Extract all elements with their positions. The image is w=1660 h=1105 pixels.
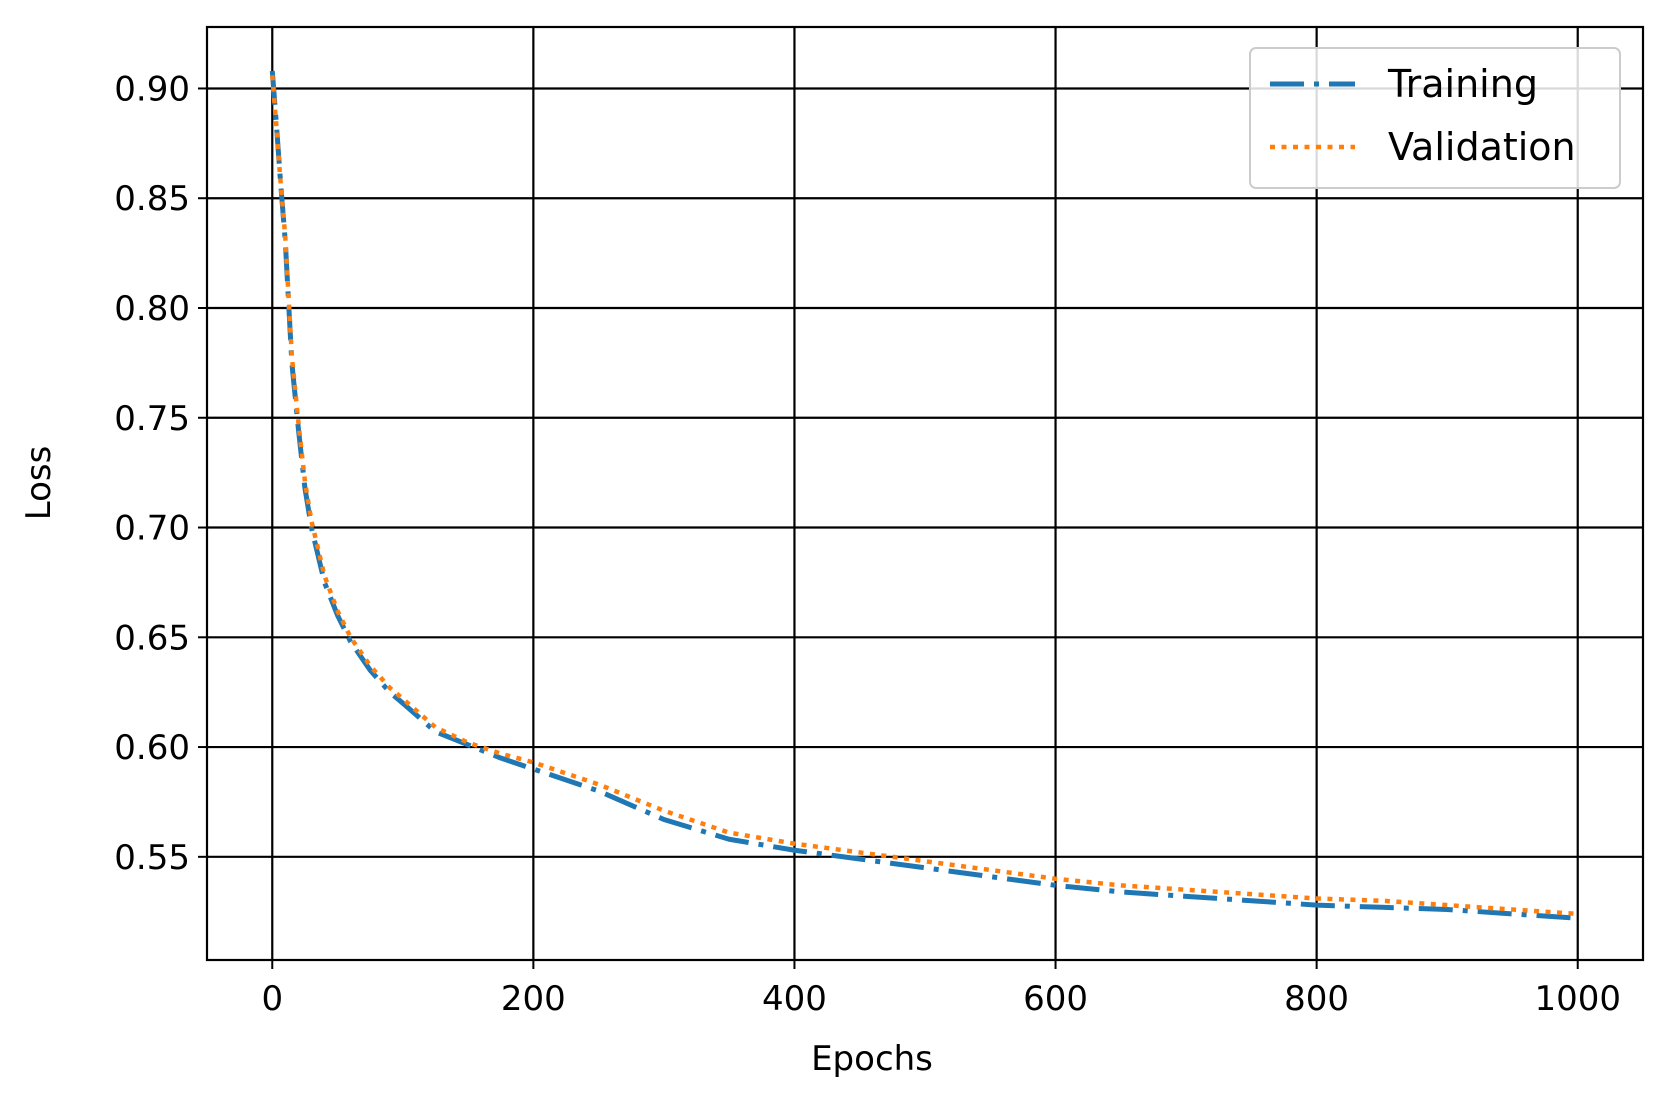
plot-frame <box>205 25 1645 962</box>
x-tick-label: 0 <box>261 979 283 1019</box>
legend: Training Validation <box>1249 47 1621 189</box>
y-tick-label: 0.80 <box>114 289 190 329</box>
x-tick-label: 1000 <box>1534 979 1621 1019</box>
y-tick-label: 0.75 <box>114 399 190 439</box>
y-tick-label: 0.65 <box>114 618 190 658</box>
series-line-training <box>269 70 1578 921</box>
y-tick-label: 0.85 <box>114 179 190 219</box>
x-tick-label: 200 <box>501 979 566 1019</box>
x-tick-label: 800 <box>1284 979 1349 1019</box>
series-line-validation <box>270 75 1578 917</box>
x-axis: 0 200 400 600 800 1000 <box>261 960 1621 1019</box>
y-axis-label: Loss <box>19 446 59 521</box>
axes-frame <box>205 25 1645 962</box>
x-tick-label: 600 <box>1023 979 1088 1019</box>
y-tick-label: 0.60 <box>114 728 190 768</box>
y-tick-label: 0.70 <box>114 509 190 549</box>
y-tick-label: 0.90 <box>114 69 190 109</box>
x-axis-label: Epochs <box>811 1039 933 1079</box>
legend-label-training: Training <box>1387 62 1538 106</box>
legend-label-validation: Validation <box>1388 125 1576 169</box>
y-axis: 0.55 0.60 0.65 0.70 0.75 0.80 0.85 0.90 <box>114 69 207 878</box>
series-group <box>269 70 1578 921</box>
x-tick-label: 400 <box>762 979 827 1019</box>
y-tick-label: 0.55 <box>114 838 190 878</box>
